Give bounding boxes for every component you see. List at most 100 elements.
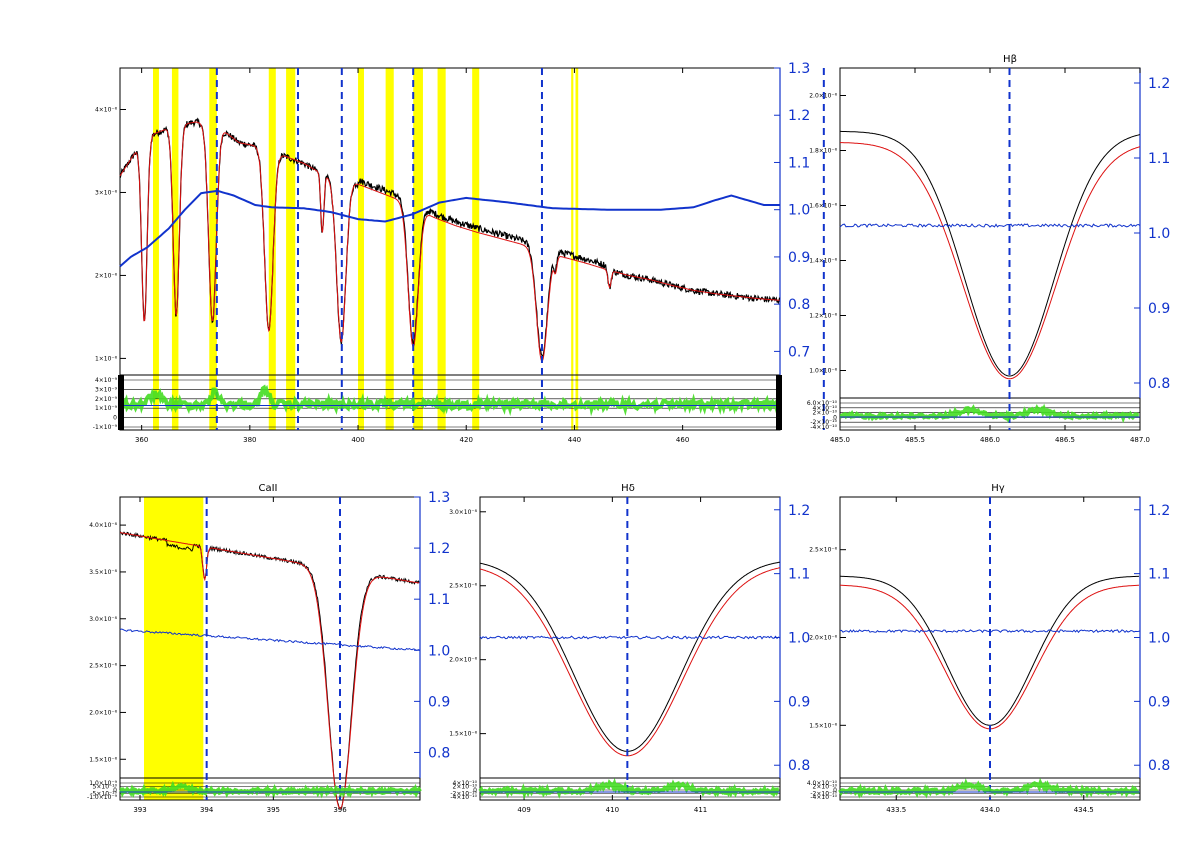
h-beta-residual-series xyxy=(839,403,1139,424)
overview-residual-tick-label: 1×10⁻⁹ xyxy=(95,405,118,412)
h-beta-x-tick-label: 485.5 xyxy=(905,436,925,444)
overview-residual-right-bar xyxy=(776,375,782,430)
overview-x-tick-label: 380 xyxy=(243,436,256,444)
h-beta-residual-tick-label: 2×10⁻¹⁰ xyxy=(813,410,838,417)
h-gamma-y-tick-label: 1.5×10⁻⁸ xyxy=(809,722,837,729)
h-beta-x-tick-label: 487.0 xyxy=(1130,436,1150,444)
h-delta-right-tick-label: 1.1 xyxy=(788,567,810,583)
h-beta-y-tick-label: 1.6×10⁻⁸ xyxy=(809,203,837,210)
overview-mask-band xyxy=(472,68,480,430)
overview-right-tick-label: 1.2 xyxy=(788,108,810,124)
overview-ratio-series xyxy=(119,189,780,268)
ca-ii-right-tick-label: 1.3 xyxy=(428,490,450,506)
ca-ii-right-tick-label: 1.1 xyxy=(428,592,450,608)
h-delta-panel: Hδ 409 410 411 1.5×10⁻⁸ 2.0×10⁻⁸ 2.5×10⁻⁸ 3.0×… xyxy=(449,483,810,814)
ca-ii-y-tick-label: 4.0×10⁻⁸ xyxy=(89,522,117,529)
h-gamma-residual-tick-label: 0 xyxy=(833,787,837,794)
overview-mask-band xyxy=(286,68,296,430)
ca-ii-right-tick-label: 1.2 xyxy=(428,541,450,557)
h-delta-ratio-series xyxy=(479,635,781,640)
h-beta-x-tick-label: 485.0 xyxy=(830,436,850,444)
ca-ii-y-tick-label: 1.5×10⁻⁸ xyxy=(89,756,117,763)
ca-ii-residual-tick-label: 0 xyxy=(113,787,117,794)
h-delta-y-tick-label: 2.0×10⁻⁸ xyxy=(449,657,477,664)
h-delta-right-tick-label: 1.2 xyxy=(788,503,810,519)
overview-y-tick-label: 3×10⁻⁸ xyxy=(95,189,118,196)
h-gamma-right-tick-label: 1.1 xyxy=(1148,567,1170,583)
overview-y-tick-label: 2×10⁻⁸ xyxy=(95,272,118,279)
h-delta-observed-series xyxy=(479,561,781,752)
h-beta-right-tick-label: 1.1 xyxy=(1148,151,1170,167)
h-delta-residual-tick-label: 0 xyxy=(473,787,477,794)
overview-residual-tick-label: 0 xyxy=(113,415,117,422)
h-delta-x-tick-label: 411 xyxy=(694,806,707,814)
h-beta-panel: Hβ 485.0 485.5 486.0 486.5 487.0 1.0×10⁻⁸ 1.2×… xyxy=(807,54,1170,444)
h-delta-residual-tick-label: 2×10⁻¹⁰ xyxy=(453,784,478,791)
overview-right-tick-label: 1.1 xyxy=(788,155,810,171)
ca-ii-x-tick-label: 395 xyxy=(267,806,280,814)
h-gamma-residual-tick-label: -2×10⁻¹⁰ xyxy=(810,791,837,798)
h-beta-y-tick-label: 2.0×10⁻⁸ xyxy=(809,93,837,100)
ca-ii-y-tick-label: 2.5×10⁻⁸ xyxy=(89,663,117,670)
h-gamma-title: Hγ xyxy=(991,483,1005,494)
overview-mask-band xyxy=(268,68,276,430)
h-gamma-residual-tick-label: 4.0×10⁻¹⁰ xyxy=(807,780,838,787)
overview-y-tick-label: 4×10⁻⁸ xyxy=(95,106,118,113)
ca-ii-x-tick-label: 396 xyxy=(333,806,347,814)
overview-mask-band xyxy=(571,68,574,430)
overview-right-tick-label: 1.0 xyxy=(788,203,810,219)
h-beta-residual-tick-label: 0 xyxy=(833,414,837,421)
h-beta-model-series xyxy=(839,142,1141,380)
ca-ii-observed-series xyxy=(119,531,420,810)
h-delta-y-tick-label: 2.5×10⁻⁸ xyxy=(449,583,477,590)
h-gamma-right-tick-label: 0.8 xyxy=(1148,758,1170,774)
h-gamma-right-tick-label: 1.2 xyxy=(1148,503,1170,519)
h-beta-residual-tick-label: -2×10⁻¹⁰ xyxy=(810,419,837,426)
h-gamma-panel: Hγ 433.5 434.0 434.5 1.5×10⁻⁸ 2.0×10⁻⁸ 2.5×10… xyxy=(807,483,1170,814)
overview-mask-band xyxy=(575,68,579,430)
ca-ii-x-tick-label: 394 xyxy=(200,806,214,814)
overview-x-tick-label: 360 xyxy=(135,436,148,444)
ca-ii-residual-tick-label: 1.0×10⁻⁹ xyxy=(89,780,117,787)
overview-residual-tick-label: 2×10⁻⁹ xyxy=(95,396,118,403)
h-delta-y-tick-label: 3.0×10⁻⁸ xyxy=(449,509,477,516)
overview-x-tick-label: 440 xyxy=(568,436,581,444)
overview-residual-tick-label: 4×10⁻⁹ xyxy=(95,377,118,384)
h-delta-model-series xyxy=(479,567,781,757)
overview-x-tick-label: 460 xyxy=(676,436,689,444)
h-delta-y-tick-label: 1.5×10⁻⁸ xyxy=(449,731,477,738)
overview-mask-band xyxy=(385,68,394,430)
h-gamma-y-tick-label: 2.5×10⁻⁸ xyxy=(809,547,837,554)
h-beta-residual-tick-label: 4×10⁻¹⁰ xyxy=(813,405,838,412)
overview-mask-band xyxy=(413,68,423,430)
h-gamma-residual-tick-label: 2×10⁻¹⁰ xyxy=(813,784,838,791)
h-delta-residual-tick-label: 4×10⁻¹⁰ xyxy=(453,780,478,787)
h-gamma-residual-tick-label: -4×10⁻¹⁰ xyxy=(810,794,837,801)
h-beta-ratio-series xyxy=(839,223,1141,228)
h-beta-x-tick-label: 486.0 xyxy=(980,436,1000,444)
h-beta-y-tick-label: 1.2×10⁻⁸ xyxy=(809,313,837,320)
h-delta-x-tick-label: 410 xyxy=(606,806,619,814)
h-beta-title: Hβ xyxy=(1003,54,1017,65)
overview-residual-tick-label: 3×10⁻⁹ xyxy=(95,386,118,393)
h-delta-residual-tick-label: -2×10⁻¹⁰ xyxy=(450,791,477,798)
overview-right-tick-label: 1.3 xyxy=(788,61,810,77)
h-beta-residual-tick-label: -4×10⁻¹⁰ xyxy=(810,424,837,431)
h-beta-right-tick-label: 1.2 xyxy=(1148,76,1170,92)
ca-ii-ratio-series xyxy=(119,628,421,652)
overview-mask-band xyxy=(171,68,179,430)
h-delta-right-tick-label: 0.8 xyxy=(788,758,810,774)
overview-x-tick-label: 420 xyxy=(460,436,473,444)
ca-ii-panel: CaII 393 394 395 396 1.5×10⁻⁸ 2.0×10⁻⁸ 2.5×10⁻… xyxy=(87,483,450,814)
h-beta-y-tick-label: 1.0×10⁻⁸ xyxy=(809,368,837,375)
ca-ii-right-tick-label: 0.8 xyxy=(428,745,450,761)
h-gamma-x-tick-label: 434.5 xyxy=(1074,806,1094,814)
overview-mask-band xyxy=(209,68,217,430)
overview-residual-series xyxy=(118,384,781,417)
ca-ii-x-tick-label: 393 xyxy=(133,806,146,814)
ca-ii-right-tick-label: 1.0 xyxy=(428,643,450,659)
ca-ii-model-series xyxy=(119,532,420,810)
h-beta-right-tick-label: 0.9 xyxy=(1148,301,1170,317)
h-beta-right-tick-label: 1.0 xyxy=(1148,226,1170,242)
